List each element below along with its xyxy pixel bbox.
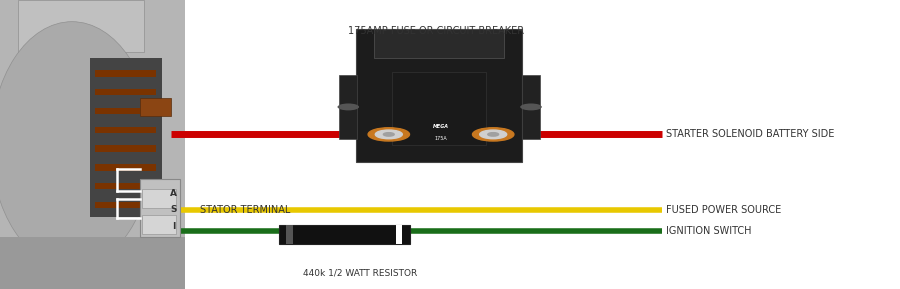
Bar [94, 89, 156, 95]
Text: 175AMP FUSE OR CIRCUIT BREAKER: 175AMP FUSE OR CIRCUIT BREAKER [348, 26, 525, 36]
Bar [279, 225, 410, 244]
Bar [94, 164, 156, 171]
Text: MEGA: MEGA [433, 124, 449, 129]
Text: 175A: 175A [435, 136, 447, 141]
Bar [142, 215, 176, 234]
Bar [522, 75, 540, 139]
Circle shape [338, 103, 359, 110]
Circle shape [368, 128, 410, 141]
Bar [396, 225, 402, 244]
Bar [142, 189, 176, 208]
Bar [94, 70, 156, 77]
Bar [140, 179, 180, 237]
Text: IGNITION SWITCH: IGNITION SWITCH [666, 226, 752, 236]
Circle shape [472, 128, 514, 141]
Text: I: I [172, 222, 176, 231]
Text: S: S [170, 205, 177, 214]
Circle shape [383, 133, 394, 136]
Text: A: A [170, 189, 177, 198]
Bar [286, 225, 292, 244]
Circle shape [488, 133, 499, 136]
Bar [374, 29, 504, 58]
Circle shape [520, 103, 542, 110]
Bar [94, 108, 156, 114]
Bar [0, 237, 184, 289]
Text: STATOR TERMINAL: STATOR TERMINAL [200, 205, 290, 214]
Bar [0, 0, 184, 289]
Bar [94, 202, 156, 208]
Text: 440k 1/2 WATT RESISTOR: 440k 1/2 WATT RESISTOR [303, 269, 417, 278]
Bar [392, 72, 486, 144]
Bar [94, 183, 156, 189]
Bar [18, 0, 144, 52]
Circle shape [480, 130, 507, 139]
Text: STARTER SOLENOID BATTERY SIDE: STARTER SOLENOID BATTERY SIDE [666, 129, 834, 139]
Text: FUSED POWER SOURCE: FUSED POWER SOURCE [666, 205, 781, 214]
Bar [140, 98, 171, 116]
Bar [356, 29, 522, 162]
Bar [90, 58, 162, 217]
Ellipse shape [0, 22, 153, 267]
Bar [94, 127, 156, 133]
Circle shape [375, 130, 402, 139]
Bar [94, 145, 156, 152]
Bar [339, 75, 357, 139]
